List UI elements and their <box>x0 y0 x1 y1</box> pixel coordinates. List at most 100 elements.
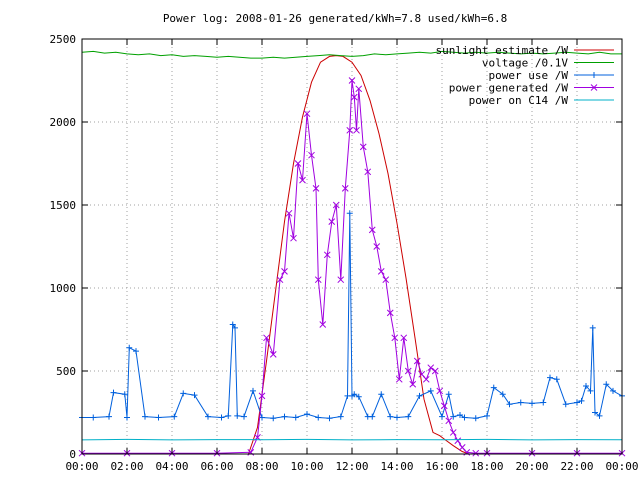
data-point-power_generated <box>404 367 412 375</box>
data-point-power_use <box>387 413 394 420</box>
data-point-power_use <box>369 413 376 420</box>
data-point-power_use <box>121 391 128 398</box>
data-point-power_use <box>457 411 463 418</box>
data-point-power_use <box>106 413 112 420</box>
data-point-power_generated <box>285 209 293 217</box>
data-point-power_generated <box>454 437 462 445</box>
x-tick-label: 22:00 <box>560 460 593 473</box>
series-voltage <box>81 50 622 59</box>
data-point-power_generated <box>400 334 408 342</box>
data-point-power_use <box>562 401 569 408</box>
data-point-power_use <box>155 414 162 421</box>
data-point-power_use <box>171 413 178 420</box>
data-point-power_use <box>292 414 299 421</box>
x-tick-label: 10:00 <box>290 460 323 473</box>
series-power_use <box>79 210 625 422</box>
data-point-power_generated <box>337 276 345 284</box>
data-point-power_use <box>378 391 385 398</box>
data-point-power_use <box>205 413 211 420</box>
legend-marker-power_generated <box>590 84 598 91</box>
data-point-power_generated <box>258 392 266 400</box>
data-point-power_use <box>547 374 553 381</box>
data-point-power_generated <box>440 402 448 410</box>
data-point-power_use <box>529 400 535 407</box>
data-point-power_generated <box>341 185 349 192</box>
x-tick-label: 18:00 <box>470 460 503 473</box>
data-point-power_generated <box>276 276 284 284</box>
legend-label-power_use: power use /W <box>489 69 569 82</box>
data-point-power_generated <box>427 364 435 372</box>
series-line-voltage <box>81 50 622 59</box>
data-point-power_generated <box>395 375 403 383</box>
legend-marker-power_use <box>591 72 597 78</box>
data-point-power_use <box>472 415 479 422</box>
data-point-power_generated <box>263 334 270 342</box>
data-point-power_use <box>603 381 610 388</box>
data-point-power_use <box>394 414 400 421</box>
data-point-power_use <box>270 415 277 422</box>
data-point-power_use <box>315 414 322 421</box>
series-power_generated <box>78 77 626 457</box>
data-point-power_use <box>540 399 547 406</box>
data-point-power_use <box>583 382 589 389</box>
series-line-sunlight <box>248 55 470 455</box>
data-point-power_use <box>490 384 497 391</box>
data-point-power_generated <box>382 276 390 284</box>
x-tick-label: 16:00 <box>425 460 458 473</box>
data-point-power_use <box>229 321 236 328</box>
data-point-power_generated <box>391 334 399 342</box>
data-point-power_use <box>416 392 423 399</box>
data-point-power_use <box>126 344 133 351</box>
data-point-power_use <box>553 376 560 383</box>
data-point-power_generated <box>303 110 311 118</box>
x-tick-label: 06:00 <box>200 460 233 473</box>
x-tick-label: 08:00 <box>245 460 278 473</box>
data-point-power_generated <box>281 268 288 275</box>
data-point-power_generated <box>436 387 444 395</box>
data-point-power_use <box>506 401 513 408</box>
x-tick-label: 00:00 <box>65 460 98 473</box>
series-line-power_c14 <box>81 438 623 441</box>
y-tick-label: 1000 <box>50 282 77 295</box>
data-point-power_use <box>587 387 594 394</box>
data-point-power_use <box>405 413 412 420</box>
data-point-power_use <box>461 414 468 421</box>
y-tick-label: 500 <box>56 365 76 378</box>
data-point-power_use <box>351 391 358 398</box>
data-point-power_generated <box>308 151 315 159</box>
legend-label-power_generated: power generated /W <box>449 82 569 95</box>
data-point-power_generated <box>323 251 331 259</box>
legend-label-sunlight: sunlight estimate /W <box>436 44 569 57</box>
data-point-power_generated <box>290 234 297 242</box>
data-point-power_generated <box>328 218 336 225</box>
series-power_c14 <box>81 438 623 441</box>
data-point-power_use <box>142 413 148 420</box>
y-tick-label: 2000 <box>50 116 77 129</box>
data-point-power_use <box>427 387 434 394</box>
data-point-power_generated <box>269 351 277 358</box>
data-point-power_use <box>610 387 616 394</box>
data-point-power_use <box>133 348 139 355</box>
data-point-power_use <box>124 414 130 421</box>
data-point-power_generated <box>364 168 372 176</box>
data-point-power_use <box>346 210 353 217</box>
data-point-power_use <box>218 414 225 421</box>
data-point-power_use <box>326 415 333 422</box>
data-point-power_generated <box>368 226 376 234</box>
data-point-power_use <box>304 411 310 418</box>
data-point-power_generated <box>294 160 302 167</box>
y-tick-label: 0 <box>69 448 76 461</box>
data-point-power_generated <box>431 367 439 375</box>
data-point-power_generated <box>386 309 394 317</box>
x-tick-label: 20:00 <box>515 460 548 473</box>
x-tick-label: 02:00 <box>110 460 143 473</box>
data-point-power_use <box>484 412 490 419</box>
data-point-power_use <box>450 413 457 420</box>
legend-label-voltage: voltage /0.1V <box>482 57 568 70</box>
data-point-power_generated <box>449 429 457 436</box>
data-point-power_use <box>281 413 288 420</box>
data-point-power_generated <box>312 185 320 192</box>
data-point-power_use <box>445 391 452 398</box>
data-point-power_generated <box>355 85 363 93</box>
